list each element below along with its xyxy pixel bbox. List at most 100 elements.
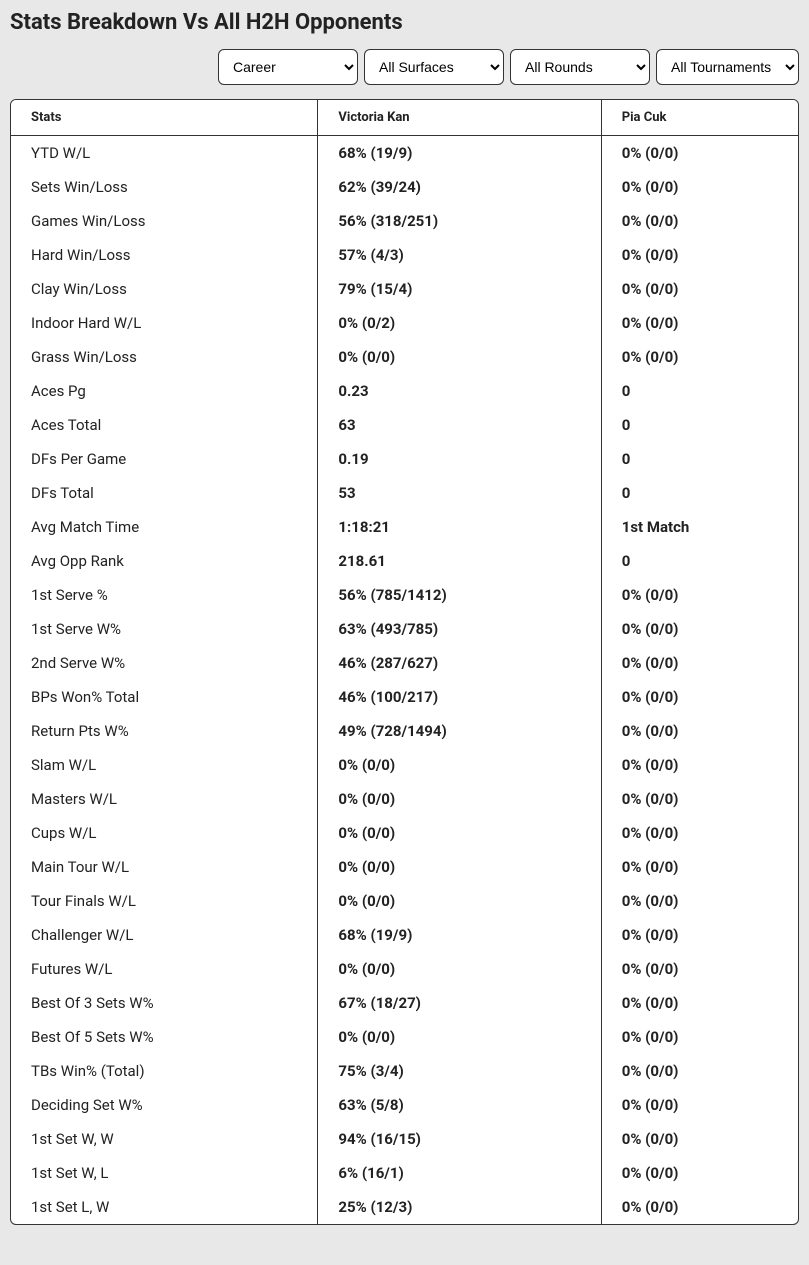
player1-value: 0.23 (318, 374, 601, 408)
player1-value: 94% (16/15) (318, 1122, 601, 1156)
stat-label: Tour Finals W/L (11, 884, 318, 918)
table-row: Return Pts W%49% (728/1494)0% (0/0) (11, 714, 798, 748)
player2-value: 0% (0/0) (601, 884, 798, 918)
table-row: 1st Serve W%63% (493/785)0% (0/0) (11, 612, 798, 646)
player2-value: 0 (601, 408, 798, 442)
stats-table-wrapper: Stats Victoria Kan Pia Cuk YTD W/L68% (1… (10, 99, 799, 1225)
stat-label: TBs Win% (Total) (11, 1054, 318, 1088)
stat-label: Futures W/L (11, 952, 318, 986)
stat-label: Deciding Set W% (11, 1088, 318, 1122)
player1-value: 0% (0/2) (318, 306, 601, 340)
stat-label: Aces Pg (11, 374, 318, 408)
table-row: Avg Match Time1:18:211st Match (11, 510, 798, 544)
table-row: DFs Total530 (11, 476, 798, 510)
stat-label: Main Tour W/L (11, 850, 318, 884)
player1-value: 0% (0/0) (318, 782, 601, 816)
player2-value: 0% (0/0) (601, 1054, 798, 1088)
player2-value: 0% (0/0) (601, 748, 798, 782)
player1-value: 56% (318/251) (318, 204, 601, 238)
stat-label: Return Pts W% (11, 714, 318, 748)
player2-value: 0 (601, 544, 798, 578)
player2-value: 0% (0/0) (601, 170, 798, 204)
player1-value: 68% (19/9) (318, 918, 601, 952)
table-row: Deciding Set W%63% (5/8)0% (0/0) (11, 1088, 798, 1122)
header-stats: Stats (11, 100, 318, 136)
player2-value: 0% (0/0) (601, 1156, 798, 1190)
player1-value: 0% (0/0) (318, 884, 601, 918)
player1-value: 53 (318, 476, 601, 510)
player1-value: 63% (493/785) (318, 612, 601, 646)
player1-value: 0% (0/0) (318, 1020, 601, 1054)
page-title: Stats Breakdown Vs All H2H Opponents (10, 10, 799, 35)
round-select[interactable]: All Rounds (510, 49, 650, 85)
stat-label: YTD W/L (11, 136, 318, 171)
player2-value: 0% (0/0) (601, 918, 798, 952)
player1-value: 46% (100/217) (318, 680, 601, 714)
stat-label: 1st Set W, L (11, 1156, 318, 1190)
player1-value: 218.61 (318, 544, 601, 578)
stat-label: BPs Won% Total (11, 680, 318, 714)
header-player2: Pia Cuk (601, 100, 798, 136)
surface-select[interactable]: All Surfaces (364, 49, 504, 85)
tournament-select[interactable]: All Tournaments (656, 49, 799, 85)
stat-label: Slam W/L (11, 748, 318, 782)
player2-value: 0% (0/0) (601, 272, 798, 306)
table-row: Games Win/Loss56% (318/251)0% (0/0) (11, 204, 798, 238)
player2-value: 0% (0/0) (601, 986, 798, 1020)
player2-value: 0 (601, 374, 798, 408)
table-row: Tour Finals W/L0% (0/0)0% (0/0) (11, 884, 798, 918)
table-row: Slam W/L0% (0/0)0% (0/0) (11, 748, 798, 782)
player1-value: 1:18:21 (318, 510, 601, 544)
player2-value: 0% (0/0) (601, 204, 798, 238)
player1-value: 0% (0/0) (318, 816, 601, 850)
table-row: Cups W/L0% (0/0)0% (0/0) (11, 816, 798, 850)
timeframe-select[interactable]: Career (218, 49, 358, 85)
player1-value: 79% (15/4) (318, 272, 601, 306)
player2-value: 0% (0/0) (601, 646, 798, 680)
player2-value: 0 (601, 476, 798, 510)
player1-value: 0% (0/0) (318, 340, 601, 374)
player1-value: 63% (5/8) (318, 1088, 601, 1122)
stat-label: DFs Total (11, 476, 318, 510)
stat-label: Indoor Hard W/L (11, 306, 318, 340)
player2-value: 0% (0/0) (601, 952, 798, 986)
table-row: Avg Opp Rank218.610 (11, 544, 798, 578)
player2-value: 0% (0/0) (601, 1190, 798, 1224)
table-row: Challenger W/L68% (19/9)0% (0/0) (11, 918, 798, 952)
player2-value: 0% (0/0) (601, 816, 798, 850)
table-row: 1st Set L, W25% (12/3)0% (0/0) (11, 1190, 798, 1224)
stat-label: Hard Win/Loss (11, 238, 318, 272)
player1-value: 57% (4/3) (318, 238, 601, 272)
player2-value: 0% (0/0) (601, 782, 798, 816)
stat-label: Masters W/L (11, 782, 318, 816)
stat-label: 1st Serve W% (11, 612, 318, 646)
player1-value: 75% (3/4) (318, 1054, 601, 1088)
stats-table: Stats Victoria Kan Pia Cuk YTD W/L68% (1… (11, 100, 798, 1224)
player2-value: 0% (0/0) (601, 1088, 798, 1122)
table-row: TBs Win% (Total)75% (3/4)0% (0/0) (11, 1054, 798, 1088)
player1-value: 0% (0/0) (318, 952, 601, 986)
stat-label: 1st Set L, W (11, 1190, 318, 1224)
stat-label: 1st Set W, W (11, 1122, 318, 1156)
stat-label: Best Of 3 Sets W% (11, 986, 318, 1020)
table-row: Masters W/L0% (0/0)0% (0/0) (11, 782, 798, 816)
player2-value: 0% (0/0) (601, 340, 798, 374)
player2-value: 0% (0/0) (601, 578, 798, 612)
table-row: 1st Set W, L6% (16/1)0% (0/0) (11, 1156, 798, 1190)
table-row: Clay Win/Loss79% (15/4)0% (0/0) (11, 272, 798, 306)
player1-value: 56% (785/1412) (318, 578, 601, 612)
stat-label: Sets Win/Loss (11, 170, 318, 204)
table-row: Aces Pg0.230 (11, 374, 798, 408)
table-row: Grass Win/Loss0% (0/0)0% (0/0) (11, 340, 798, 374)
player1-value: 6% (16/1) (318, 1156, 601, 1190)
stat-label: Avg Match Time (11, 510, 318, 544)
player2-value: 0% (0/0) (601, 850, 798, 884)
player2-value: 0% (0/0) (601, 306, 798, 340)
header-player1: Victoria Kan (318, 100, 601, 136)
stats-tbody: YTD W/L68% (19/9)0% (0/0)Sets Win/Loss62… (11, 136, 798, 1225)
table-row: Best Of 3 Sets W%67% (18/27)0% (0/0) (11, 986, 798, 1020)
player1-value: 25% (12/3) (318, 1190, 601, 1224)
player1-value: 49% (728/1494) (318, 714, 601, 748)
table-row: Sets Win/Loss62% (39/24)0% (0/0) (11, 170, 798, 204)
player1-value: 68% (19/9) (318, 136, 601, 171)
